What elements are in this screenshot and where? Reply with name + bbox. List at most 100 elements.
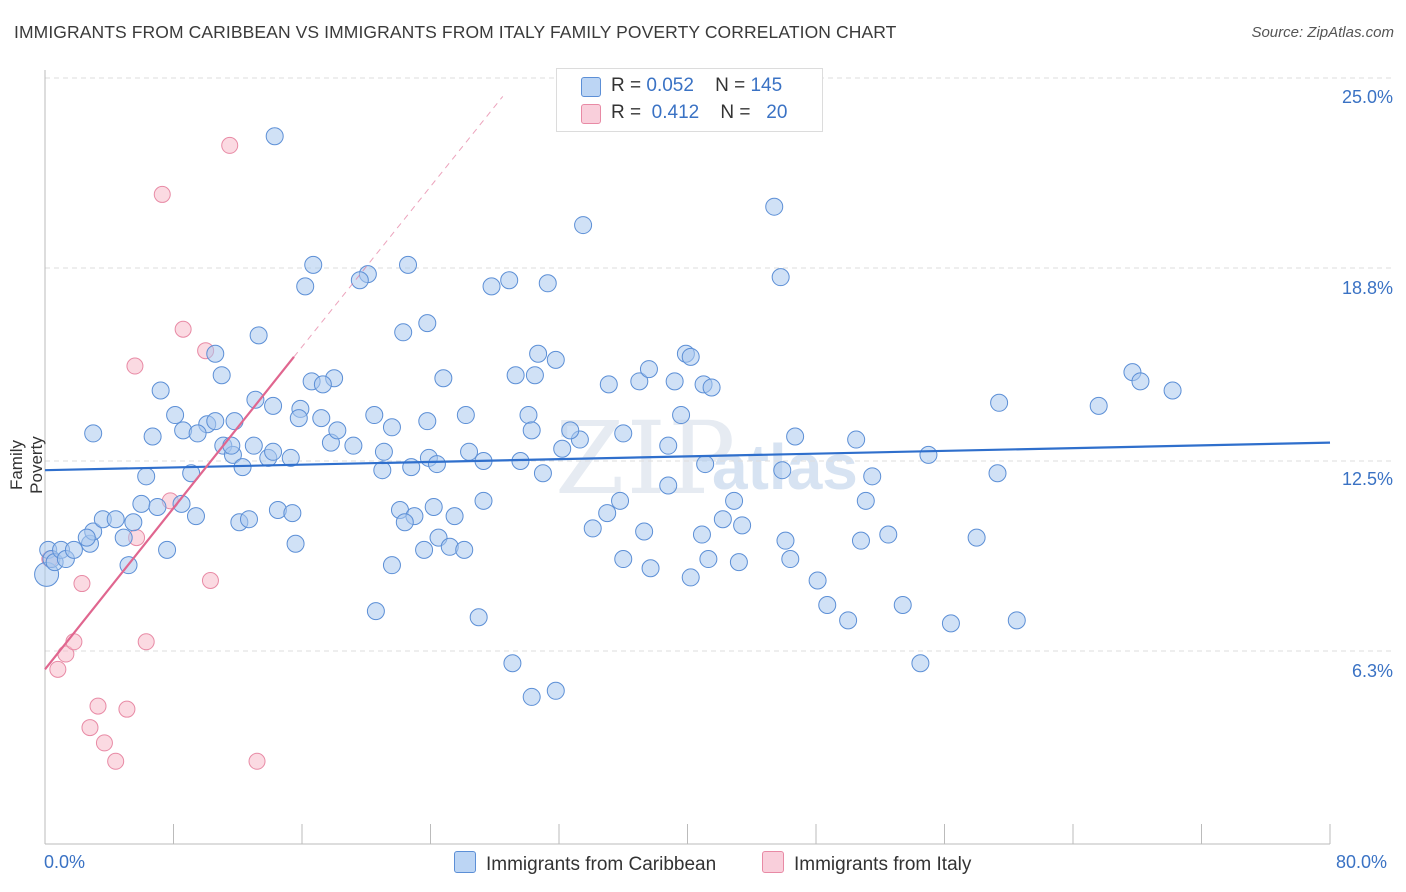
caribbean-point <box>399 255 418 274</box>
legend-item-italy: Immigrants from Italy <box>762 851 971 876</box>
caribbean-point <box>394 323 413 342</box>
caribbean-point <box>222 436 241 455</box>
caribbean-point <box>281 448 300 467</box>
legend-r-label: R = <box>611 75 642 96</box>
x-tick-label-max: 80.0% <box>1336 852 1388 872</box>
caribbean-trend-line <box>44 441 1331 472</box>
caribbean-point <box>304 255 323 274</box>
caribbean-point <box>967 528 986 547</box>
chart-title: IMMIGRANTS FROM CARIBBEAN VS IMMIGRANTS … <box>14 22 897 42</box>
caribbean-point <box>106 510 125 529</box>
caribbean-point <box>265 127 284 146</box>
caribbean-point <box>186 507 205 526</box>
caribbean-point <box>350 271 369 290</box>
caribbean-point <box>681 347 700 366</box>
caribbean-point <box>641 559 660 578</box>
caribbean-point <box>863 467 882 486</box>
caribbean-point <box>713 510 732 529</box>
caribbean-point <box>781 550 800 569</box>
caribbean-point <box>188 424 207 443</box>
caribbean-point <box>659 436 678 455</box>
y-tick-label-6-3: 6.3% <box>1351 661 1393 681</box>
x-tick-label-min: 0.0% <box>44 852 86 872</box>
caribbean-point <box>818 596 837 615</box>
legend-n-value: 145 <box>750 75 783 96</box>
caribbean-point <box>599 375 618 394</box>
italy-legend-swatch <box>762 851 784 873</box>
caribbean-point <box>519 406 538 425</box>
caribbean-point <box>424 497 443 516</box>
italy-point <box>174 320 192 338</box>
caribbean-point <box>344 436 363 455</box>
caribbean-point <box>313 375 332 394</box>
caribbean-point <box>990 393 1009 412</box>
caribbean-point <box>583 519 602 538</box>
caribbean-point <box>522 687 541 706</box>
caribbean-point <box>312 409 331 428</box>
caribbean-point <box>283 504 302 523</box>
caribbean-point <box>1007 611 1026 630</box>
caribbean-point <box>533 464 552 483</box>
caribbean-point <box>264 442 283 461</box>
caribbean-point <box>786 427 805 446</box>
italy-point <box>49 660 67 678</box>
caribbean-point <box>696 455 715 474</box>
caribbean-point <box>415 540 434 559</box>
caribbean-point <box>773 461 792 480</box>
caribbean-point <box>373 461 392 480</box>
caribbean-point <box>395 513 414 532</box>
italy-point <box>95 734 113 752</box>
caribbean-point <box>296 277 315 296</box>
caribbean-point <box>124 513 143 532</box>
y-axis-label: Family Poverty <box>7 436 46 494</box>
caribbean-point <box>289 409 308 428</box>
caribbean-point <box>212 366 231 385</box>
caribbean-point <box>847 430 866 449</box>
caribbean-point <box>681 568 700 587</box>
caribbean-point <box>630 372 649 391</box>
caribbean-point <box>182 464 201 483</box>
caribbean-point <box>733 516 752 535</box>
caribbean-point <box>418 412 437 431</box>
caribbean-point <box>506 366 525 385</box>
caribbean-point <box>614 550 633 569</box>
caribbean-point <box>418 314 437 333</box>
y-tick-label-25: 25.0% <box>1341 87 1393 107</box>
legend-item-caribbean: Immigrants from Caribbean <box>454 851 716 876</box>
caribbean-point <box>114 528 133 547</box>
caribbean-point <box>456 406 475 425</box>
caribbean-point <box>839 611 858 630</box>
caribbean-point <box>941 614 960 633</box>
italy-point <box>107 752 125 770</box>
italy-point <box>137 633 155 651</box>
caribbean-point <box>911 654 930 673</box>
italy-point <box>118 700 136 718</box>
caribbean-point <box>244 436 263 455</box>
caribbean-point <box>206 344 225 363</box>
caribbean-point <box>692 525 711 544</box>
caribbean-point <box>366 602 385 621</box>
caribbean-point <box>500 271 519 290</box>
caribbean-point <box>365 406 384 425</box>
italy-point <box>201 571 219 589</box>
italy-point <box>221 136 239 154</box>
caribbean-point <box>879 525 898 544</box>
caribbean-point <box>851 531 870 550</box>
legend-caribbean-label: Immigrants from Caribbean <box>486 854 717 875</box>
caribbean-point <box>522 421 541 440</box>
caribbean-point <box>246 390 265 409</box>
caribbean-point <box>1131 372 1150 391</box>
caribbean-point <box>988 464 1007 483</box>
caribbean-point <box>166 406 185 425</box>
caribbean-point <box>158 540 177 559</box>
caribbean-point <box>382 418 401 437</box>
italy-point <box>73 575 91 593</box>
caribbean-legend-swatch <box>454 851 476 873</box>
y-tick-label-12-5: 12.5% <box>1341 469 1393 489</box>
caribbean-point <box>482 277 501 296</box>
caribbean-point <box>148 497 167 516</box>
caribbean-point <box>635 522 654 541</box>
caribbean-point <box>672 406 691 425</box>
caribbean-point <box>553 439 572 458</box>
caribbean-point <box>856 491 875 510</box>
